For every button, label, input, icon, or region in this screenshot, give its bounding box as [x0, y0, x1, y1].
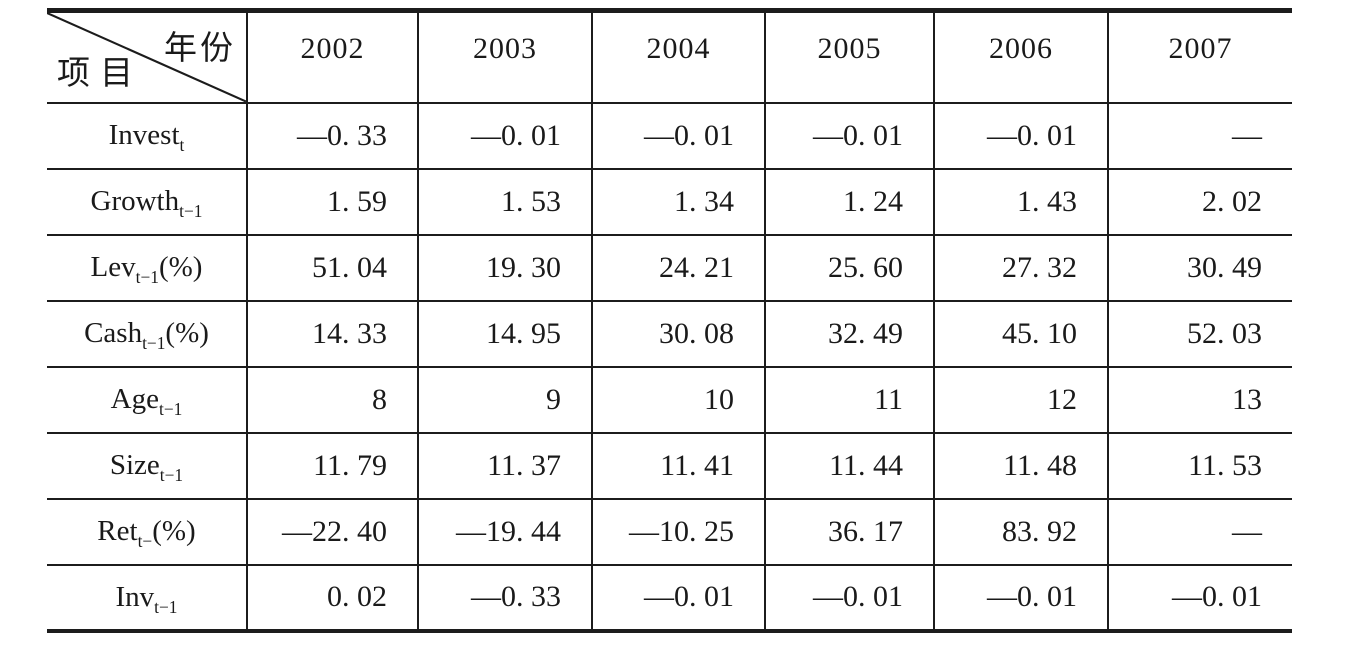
row-label-base: Ret: [97, 515, 138, 547]
cell: —0. 01: [933, 101, 1108, 169]
row-label-base: Cash: [84, 317, 143, 349]
cell: 27. 32: [933, 233, 1108, 301]
header-row: 年份 项目 2002 2003 2004 2005 2006 2007: [47, 10, 1292, 103]
cell: 11. 44: [764, 431, 934, 499]
table-row-invest: Investt —0. 33 —0. 01 —0. 01 —0. 01 —0. …: [47, 101, 1292, 169]
cell: 9: [417, 365, 592, 433]
row-label-subscript: t−1: [135, 266, 159, 287]
table-row-ret: Rett−(%) —22. 40 —19. 44 —10. 25 36. 17 …: [47, 497, 1292, 565]
cell: 11. 48: [933, 431, 1108, 499]
cell: 1. 53: [417, 167, 592, 235]
row-label: Casht−1(%): [47, 299, 247, 367]
cell: 14. 33: [246, 299, 418, 367]
cell: 52. 03: [1107, 299, 1292, 367]
cell: —: [1107, 497, 1292, 565]
cell: 25. 60: [764, 233, 934, 301]
cell: 11. 41: [591, 431, 765, 499]
cell: 11. 53: [1107, 431, 1292, 499]
statistics-table: 年份 项目 2002 2003 2004 2005 2006 2007 Inve…: [47, 8, 1292, 633]
cell: —0. 01: [933, 563, 1108, 631]
row-label-subscript: t−1: [159, 464, 184, 485]
row-label-base: Inv: [115, 580, 155, 613]
cell: —0. 01: [764, 563, 934, 631]
row-label: Aget−1: [47, 365, 247, 433]
row-label-subscript: t−1: [158, 398, 183, 419]
cell: 13: [1107, 365, 1292, 433]
cell: 36. 17: [764, 497, 934, 565]
row-label: Rett−(%): [47, 497, 247, 565]
cell: —0. 01: [417, 101, 592, 169]
cell: —19. 44: [417, 497, 592, 565]
cell: —0. 01: [591, 563, 765, 631]
cell: 8: [246, 365, 418, 433]
cell: —0. 01: [1107, 563, 1292, 631]
table-row-growth: Growtht−1 1. 59 1. 53 1. 34 1. 24 1. 43 …: [47, 167, 1292, 235]
cell: —10. 25: [591, 497, 765, 565]
cell: 83. 92: [933, 497, 1108, 565]
row-label: Growtht−1: [47, 167, 247, 235]
diagonal-divider-line: [47, 13, 246, 102]
row-label: Sizet−1: [47, 431, 247, 499]
cell: —: [1107, 101, 1292, 169]
column-header-2005: 2005: [764, 10, 934, 103]
row-label-base: Growth: [90, 185, 180, 217]
row-label-subscript: t−1: [154, 596, 178, 617]
cell: 10: [591, 365, 765, 433]
row-label-suffix: (%): [158, 251, 203, 283]
corner-label-year: 年份: [164, 31, 236, 67]
column-header-2004: 2004: [591, 10, 765, 103]
row-label-base: Age: [110, 383, 159, 415]
row-label-base: Size: [109, 449, 160, 481]
row-label-suffix: (%): [165, 317, 209, 349]
table-row-size: Sizet−1 11. 79 11. 37 11. 41 11. 44 11. …: [47, 431, 1292, 499]
cell: —0. 01: [764, 101, 934, 169]
row-label: Invt−1: [47, 563, 247, 631]
row-label-subscript: t−1: [179, 200, 203, 221]
cell: 1. 34: [591, 167, 765, 235]
table-row-cash: Casht−1(%) 14. 33 14. 95 30. 08 32. 49 4…: [47, 299, 1292, 367]
table-row-lev: Levt−1(%) 51. 04 19. 30 24. 21 25. 60 27…: [47, 233, 1292, 301]
cell: 30. 49: [1107, 233, 1292, 301]
table-row-inv: Invt−1 0. 02 —0. 33 —0. 01 —0. 01 —0. 01…: [47, 563, 1292, 631]
cell: 11. 37: [417, 431, 592, 499]
cell: 24. 21: [591, 233, 765, 301]
cell: 12: [933, 365, 1108, 433]
corner-header-cell: 年份 项目: [47, 11, 247, 103]
cell: 51. 04: [246, 233, 418, 301]
column-header-2006: 2006: [933, 10, 1108, 103]
cell: 1. 59: [246, 167, 418, 235]
column-header-2003: 2003: [417, 10, 592, 103]
cell: —0. 33: [246, 101, 418, 169]
row-label-base: Invest: [108, 119, 180, 151]
row-label-base: Lev: [90, 251, 136, 283]
cell: 32. 49: [764, 299, 934, 367]
cell: 45. 10: [933, 299, 1108, 367]
row-label: Investt: [47, 101, 247, 169]
cell: 30. 08: [591, 299, 765, 367]
cell: 19. 30: [417, 233, 592, 301]
corner-label-item: 项目: [57, 55, 143, 92]
row-label-suffix: (%): [152, 515, 196, 547]
row-label-subscript: t−: [137, 530, 153, 551]
row-label: Levt−1(%): [47, 233, 247, 301]
table-row-age: Aget−1 8 9 10 11 12 13: [47, 365, 1292, 433]
cell: —22. 40: [246, 497, 418, 565]
cell: 0. 02: [246, 563, 418, 631]
cell: 1. 43: [933, 167, 1108, 235]
cell: 11: [764, 365, 934, 433]
cell: —0. 01: [591, 101, 765, 169]
cell: —0. 33: [417, 563, 592, 631]
row-label-subscript: t−1: [142, 332, 166, 353]
cell: 2. 02: [1107, 167, 1292, 235]
column-header-2002: 2002: [246, 10, 418, 103]
column-header-2007: 2007: [1107, 10, 1292, 103]
cell: 1. 24: [764, 167, 934, 235]
cell: 11. 79: [246, 431, 418, 499]
cell: 14. 95: [417, 299, 592, 367]
row-label-subscript: t: [179, 134, 185, 155]
